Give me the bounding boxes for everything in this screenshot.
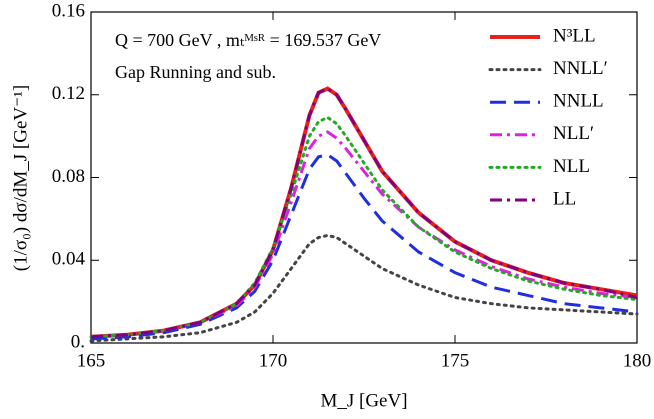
annotation: Gap Running and sub. [115, 62, 276, 82]
legend-label: NLL′ [553, 123, 594, 144]
annotation: Q = 700 GeV , mₜᴹˢᴿ = 169.537 GeV [115, 30, 381, 50]
y-tick-label: 0.16 [52, 0, 85, 21]
legend-label: LL [553, 188, 576, 209]
series-line [90, 86, 638, 339]
x-axis-label: M_J [GeV] [320, 390, 407, 411]
y-tick-label: 0.12 [52, 83, 85, 104]
x-tick-label: 175 [441, 350, 470, 371]
y-tick-label: 0.04 [52, 249, 86, 270]
legend-label: NLL [553, 156, 590, 177]
legend-label: NNLL [553, 91, 604, 112]
x-tick-label: 170 [259, 350, 288, 371]
legend-label: NNLL′ [553, 58, 608, 79]
series-line [89, 115, 639, 339]
series-line [89, 233, 639, 343]
y-axis-label: (1/σ₀) dσ/dM_J [GeV⁻¹] [10, 85, 31, 271]
y-tick-label: 0. [71, 331, 85, 352]
legend-label: N³LL [553, 25, 596, 46]
x-tick-label: 165 [77, 350, 106, 371]
y-tick-label: 0.08 [52, 166, 85, 187]
series-line [90, 153, 638, 341]
x-tick-label: 180 [623, 350, 652, 371]
